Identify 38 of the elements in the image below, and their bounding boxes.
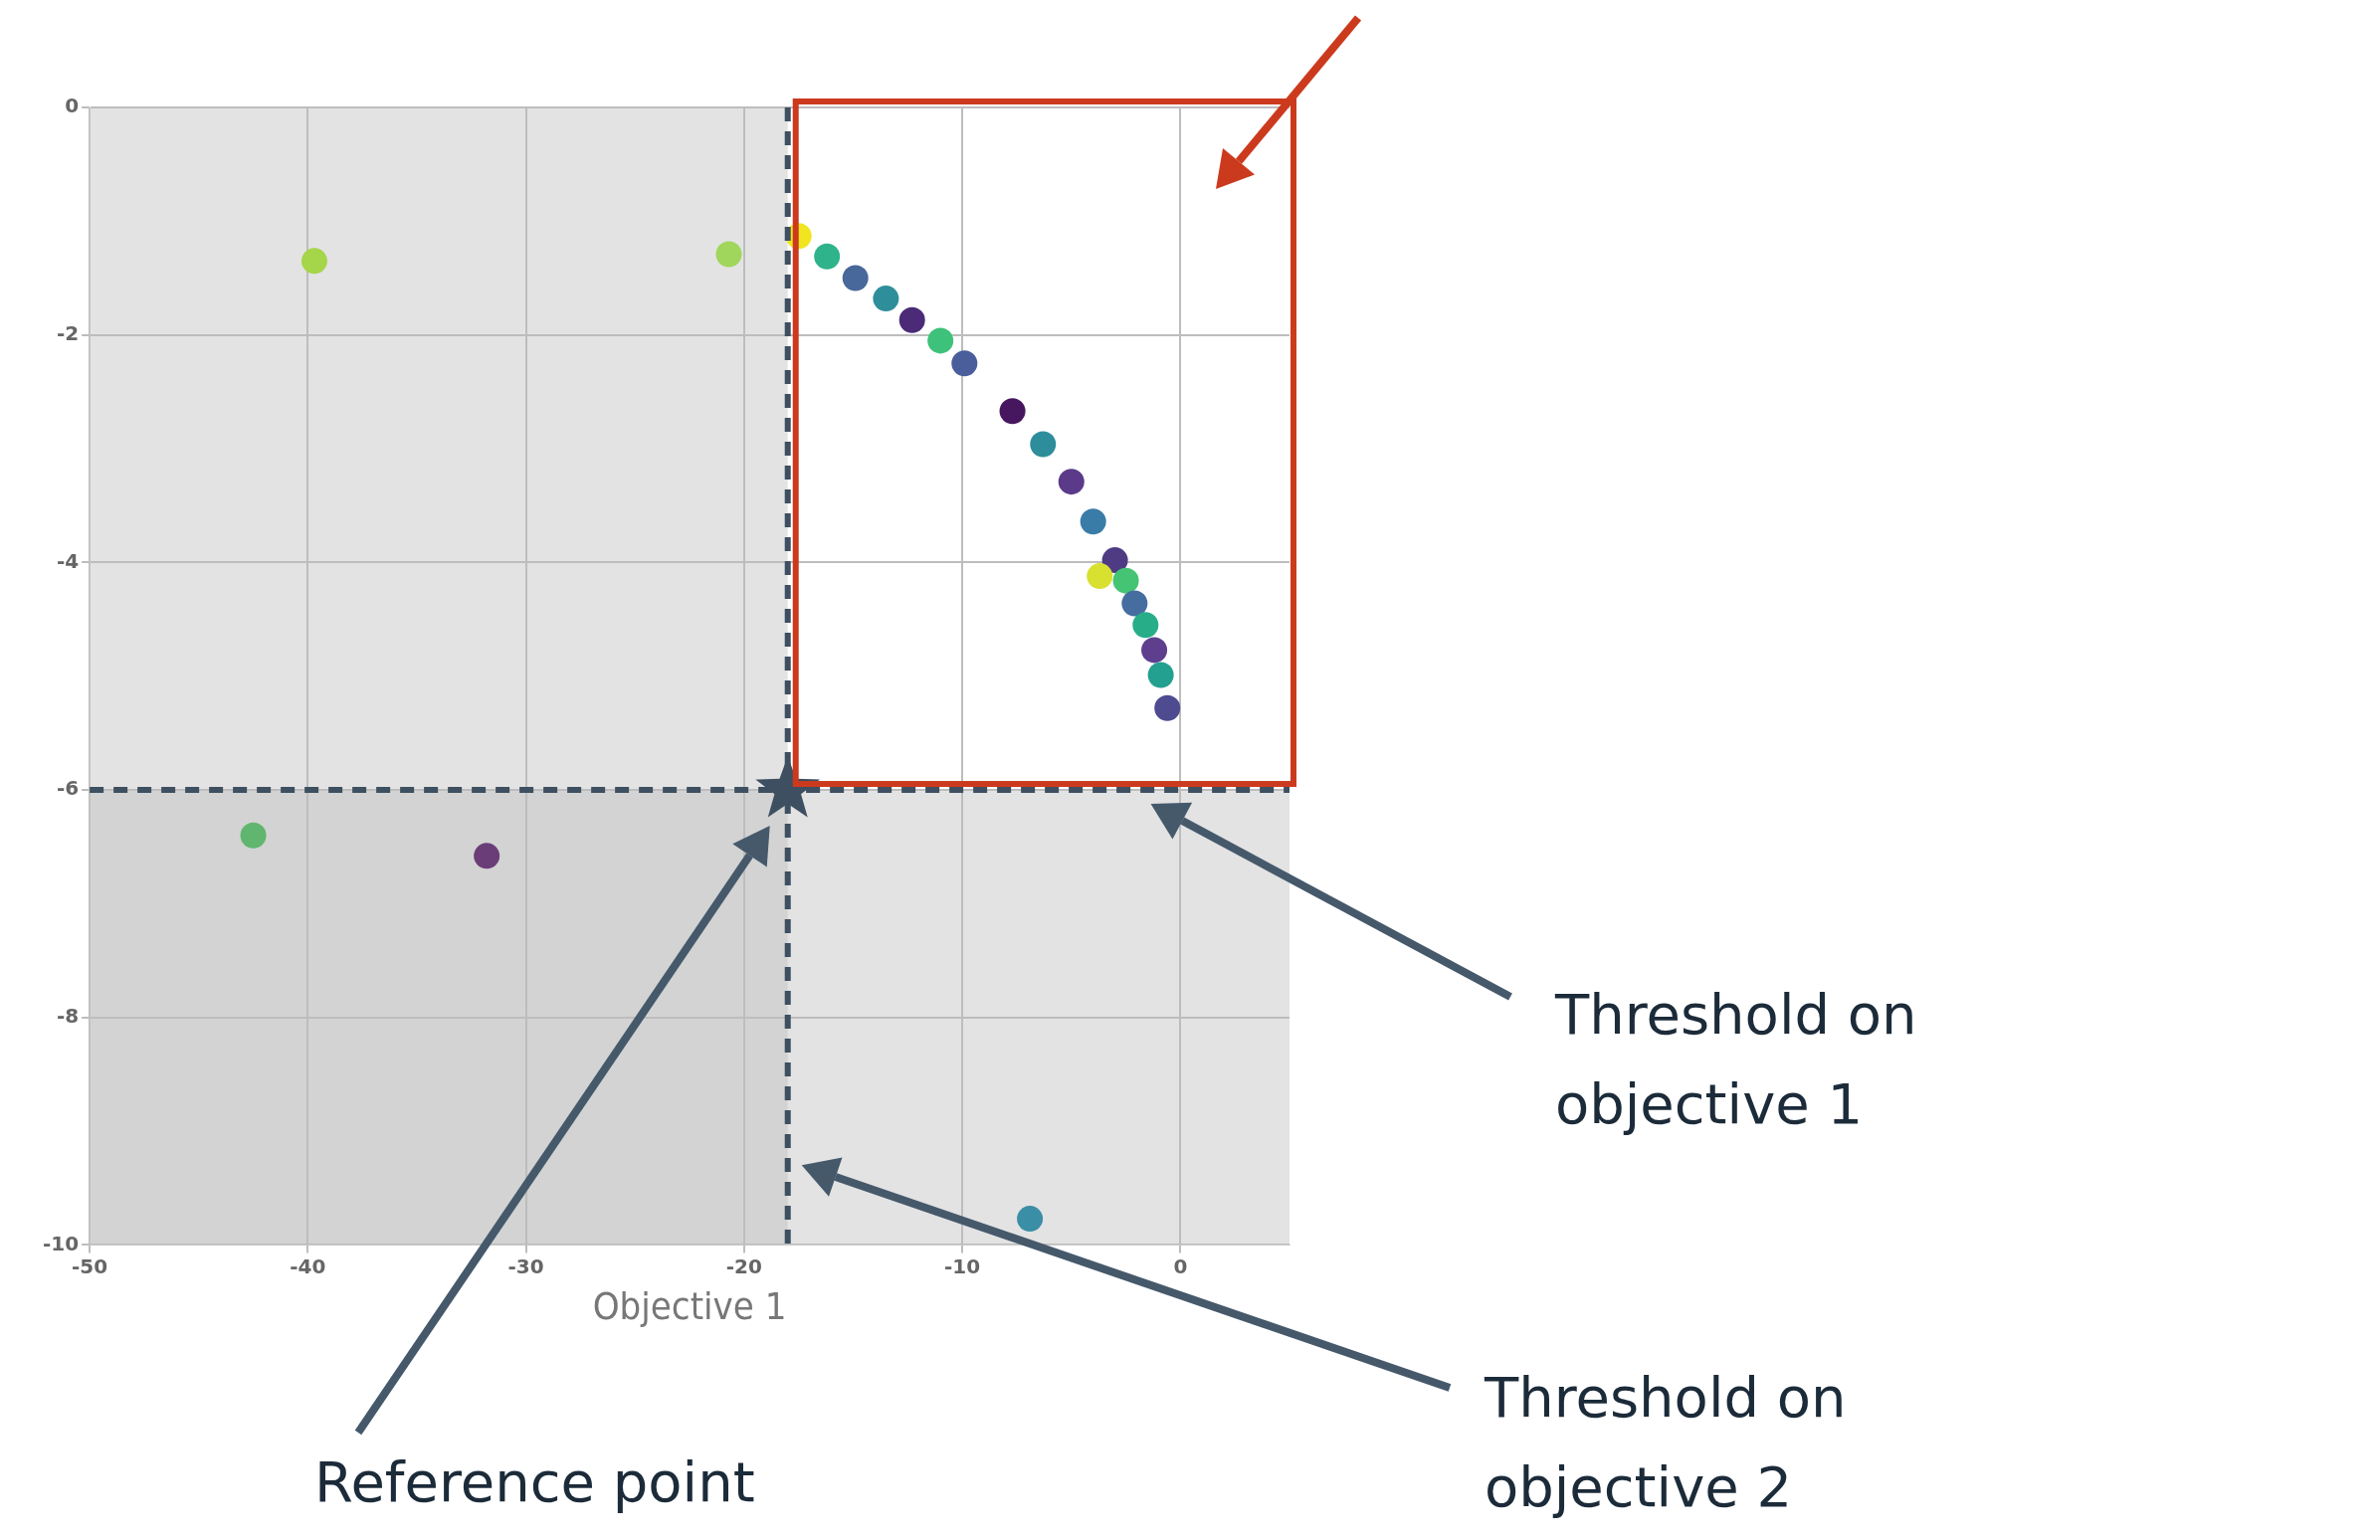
x-tick-label: -10 [944,1253,981,1278]
point [1030,431,1057,458]
point [1141,637,1168,664]
text: Threshold on objective 2 [1485,1364,1848,1521]
point [240,822,267,849]
x-tick-label: -50 [72,1253,108,1278]
text: Reference point [314,1448,756,1516]
x-tick-label: -40 [290,1253,326,1278]
point [1058,469,1085,495]
point [1080,508,1106,535]
point [1087,563,1113,590]
point [814,243,841,270]
y-tick-label: -2 [56,320,80,345]
y-tick-label: -4 [56,548,80,573]
point [1017,1206,1044,1233]
point [474,843,500,869]
point [1154,694,1181,721]
point [898,306,925,333]
point [715,241,742,268]
point [1132,612,1159,639]
point [300,248,327,275]
x-tick-label: -30 [507,1253,544,1278]
x-tick-label: 0 [1173,1253,1188,1278]
text: Threshold on objective 1 [1555,981,1918,1138]
point [873,286,899,312]
x-tick-label: -20 [725,1253,762,1278]
point [842,265,869,291]
point [999,398,1026,425]
x-axis-title: Objective 1 [592,1284,787,1329]
point [1121,590,1148,617]
y-tick-label: 0 [65,94,80,118]
point [1147,662,1174,688]
y-tick-label: -8 [56,1003,80,1028]
point [927,327,954,354]
point [951,350,978,377]
y-tick-label: -6 [56,776,80,801]
y-tick-label: -10 [42,1231,80,1255]
point [1112,567,1139,594]
